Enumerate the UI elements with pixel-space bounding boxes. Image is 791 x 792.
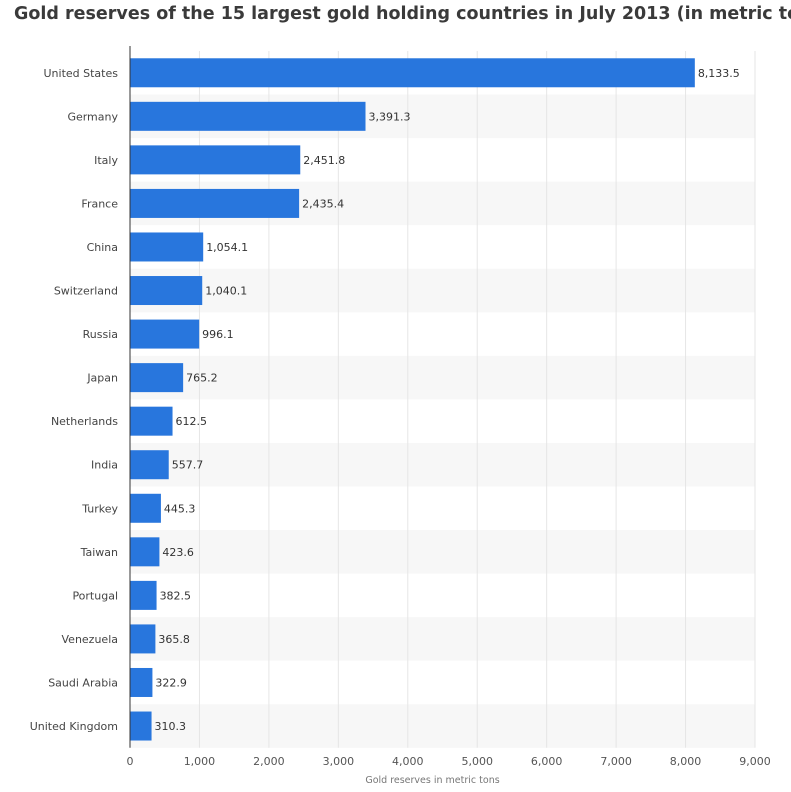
bar (130, 450, 169, 480)
row-band (130, 530, 755, 574)
category-label: Venezuela (62, 633, 119, 646)
value-label: 310.3 (155, 720, 187, 733)
value-label: 365.8 (158, 633, 190, 646)
bar (130, 101, 366, 131)
bar (130, 667, 153, 697)
value-label: 1,054.1 (206, 241, 248, 254)
value-label: 445.3 (164, 502, 196, 515)
row-band (130, 704, 755, 748)
value-label: 2,435.4 (302, 197, 344, 210)
row-band (130, 268, 755, 313)
bar (130, 406, 173, 436)
category-label: United Kingdom (30, 720, 118, 733)
category-label: Taiwan (80, 546, 118, 559)
category-label: India (91, 459, 118, 472)
category-label: Russia (83, 328, 118, 341)
x-tick-label: 9,000 (739, 755, 771, 768)
bar (130, 537, 160, 567)
gridlines (198, 51, 756, 748)
value-label: 2,451.8 (303, 154, 345, 167)
value-label: 1,040.1 (205, 285, 247, 298)
x-tick-label: 8,000 (670, 755, 702, 768)
x-tick-label: 0 (127, 755, 134, 768)
row-band (130, 617, 755, 661)
bar (130, 319, 200, 349)
category-label: France (81, 197, 118, 210)
category-label: Netherlands (51, 415, 118, 428)
value-label: 322.9 (155, 676, 187, 689)
category-label: Turkey (81, 502, 118, 515)
row-band (130, 442, 755, 487)
value-label: 382.5 (160, 589, 192, 602)
category-label: Portugal (72, 589, 118, 602)
bar (130, 58, 695, 88)
x-tick-label: 4,000 (392, 755, 424, 768)
x-tick-label: 2,000 (253, 755, 285, 768)
category-label: China (87, 241, 118, 254)
bar (130, 232, 204, 262)
chart-title: Gold reserves of the 15 largest gold hol… (14, 4, 791, 24)
x-tick-label: 3,000 (323, 755, 355, 768)
value-label: 423.6 (162, 546, 194, 559)
value-labels: 8,133.5 3,391.3 2,451.8 2,435.4 1,054.1 1,040… (155, 67, 740, 733)
bar (130, 580, 157, 610)
value-label: 996.1 (202, 328, 234, 341)
bar (130, 188, 300, 218)
category-label: United States (44, 67, 119, 80)
bar (130, 363, 184, 393)
bar (130, 493, 161, 523)
x-tick-label: 5,000 (461, 755, 493, 768)
category-label: Italy (94, 154, 118, 167)
row-band (130, 355, 755, 400)
category-label: Germany (67, 110, 118, 123)
bars (130, 58, 695, 741)
bar (130, 711, 152, 741)
value-label: 765.2 (186, 372, 218, 385)
category-labels: United States Germany Italy France China Swit… (30, 67, 119, 733)
x-tick-label: 1,000 (184, 755, 216, 768)
x-tick-labels: 0 1,000 2,000 3,000 4,000 5,000 6,000 7,000 8,00… (127, 755, 771, 768)
x-tick-label: 7,000 (600, 755, 632, 768)
category-label: Saudi Arabia (48, 676, 118, 689)
bar (130, 276, 203, 306)
value-label: 8,133.5 (698, 67, 740, 80)
value-label: 557.7 (172, 459, 204, 472)
x-tick-label: 6,000 (531, 755, 563, 768)
value-label: 612.5 (176, 415, 208, 428)
bar (130, 145, 301, 175)
category-label: Switzerland (54, 285, 118, 298)
category-label: Japan (86, 372, 118, 385)
bar (130, 624, 156, 654)
x-axis-title: Gold reserves in metric tons (365, 775, 499, 786)
value-label: 3,391.3 (369, 110, 411, 123)
